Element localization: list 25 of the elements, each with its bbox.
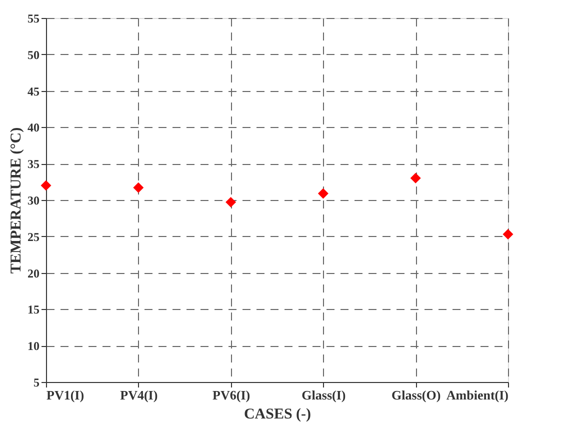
y-tick-label: 40 <box>28 120 40 135</box>
point <box>133 182 144 193</box>
y-tick-label: 45 <box>28 84 40 98</box>
x-axis-title: CASES (-) <box>244 406 312 422</box>
y-tick-label: 50 <box>28 48 40 62</box>
point <box>502 228 514 240</box>
y-tick-label: 25 <box>28 230 40 244</box>
y-tick-label: 35 <box>28 157 40 172</box>
y-axis-title: TEMPERATURE (°C) <box>8 127 24 274</box>
y-tick-label: 30 <box>28 194 40 208</box>
x-tick-label: PV6(I) <box>212 388 250 402</box>
point <box>226 196 236 208</box>
point <box>40 180 52 191</box>
point <box>410 172 421 184</box>
y-tick-label: 10 <box>28 339 40 354</box>
x-tick-label: Ambient(I) <box>446 388 508 402</box>
y-tick-label: 5 <box>34 376 40 390</box>
x-tick-label: PV1(I) <box>46 388 84 402</box>
y-tick-label: 55 <box>28 12 40 26</box>
y-tick-label: 15 <box>28 302 40 317</box>
x-tick-label: Glass(O) <box>392 388 441 402</box>
x-tick-label: Glass(I) <box>302 388 346 402</box>
point <box>318 188 328 199</box>
y-tick-label: 20 <box>28 266 40 280</box>
x-tick-label: PV4(I) <box>120 388 158 402</box>
